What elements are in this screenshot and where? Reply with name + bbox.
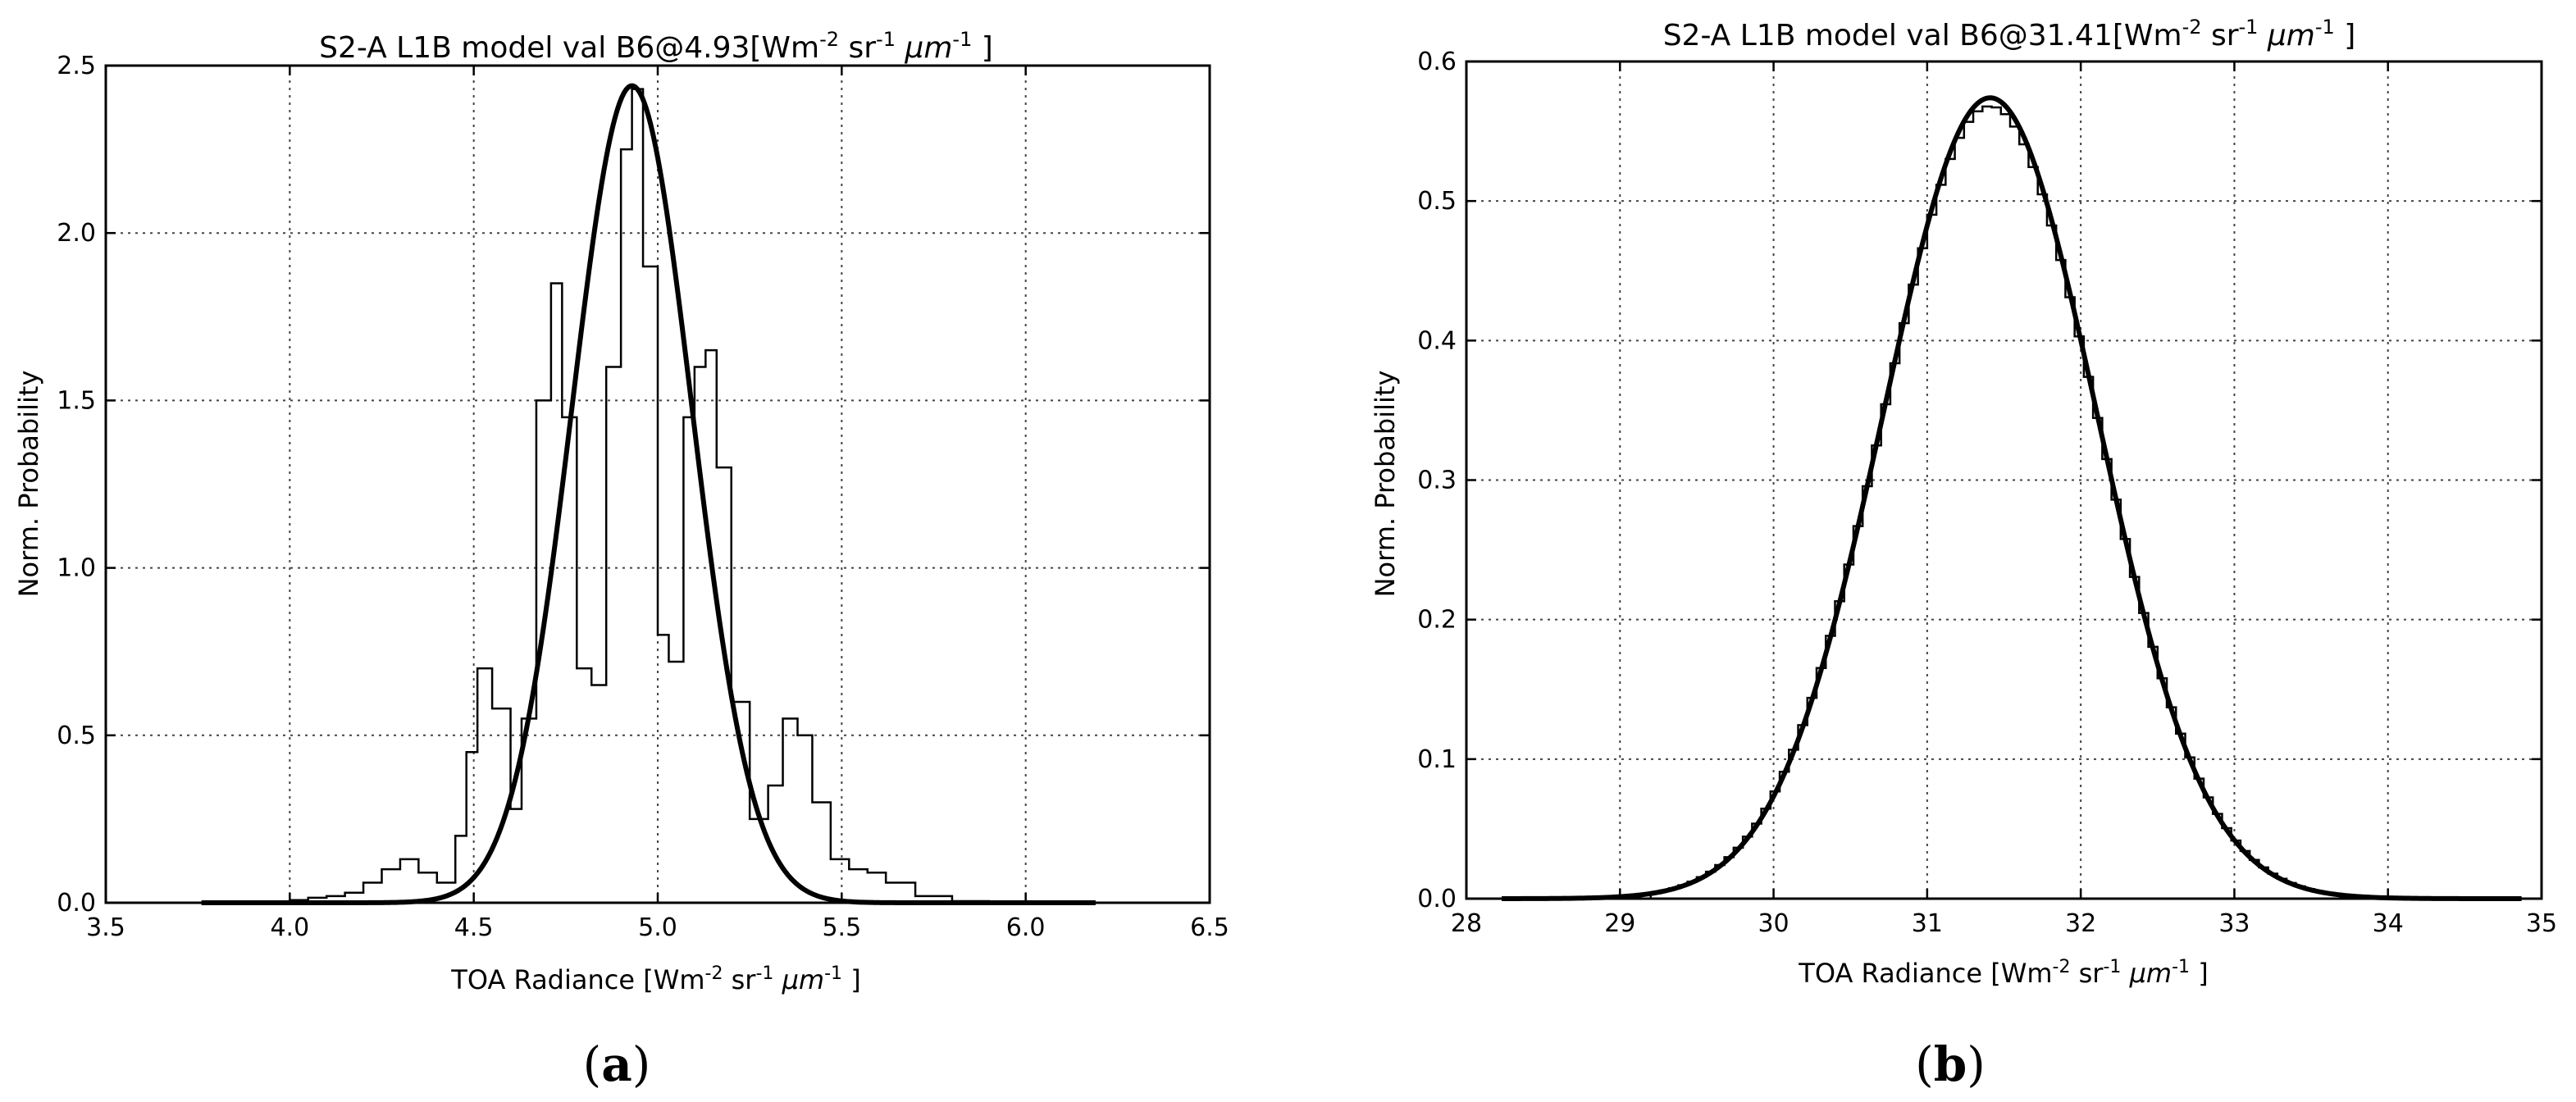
chart-a-model-curve bbox=[201, 83, 1096, 905]
chart-b-xtick-label: 30 bbox=[1758, 909, 1789, 938]
chart-a-ytick-label: 2.5 bbox=[57, 52, 96, 80]
chart-b-xtick-label: 34 bbox=[2373, 909, 2404, 938]
chart-b-frame bbox=[1465, 60, 2543, 900]
chart-b-ytick-label: 0.4 bbox=[1417, 326, 1457, 355]
chart-a-xtick-label: 6.5 bbox=[1190, 913, 1229, 942]
chart-a-ytick-label: 1.5 bbox=[57, 386, 96, 415]
chart-b-title: S2-A L1B model val B6@31.41[Wm-2 sr-1 μm… bbox=[1663, 16, 2356, 52]
chart-b-xtick-label: 32 bbox=[2065, 909, 2096, 938]
chart-b-xlabel: TOA Radiance [Wm-2 sr-1 μm-1 ] bbox=[1798, 957, 2208, 990]
chart-b-ytick-label: 0.3 bbox=[1417, 467, 1457, 495]
chart-a-ytick-label: 0.0 bbox=[57, 889, 96, 918]
chart-a: S2-A L1B model val B6@4.93[Wm-2 sr-1 μm-… bbox=[13, 28, 1229, 1092]
chart-a-xtick-label: 5.5 bbox=[822, 913, 861, 942]
chart-a-ticks: 3.5 4.0 4.5 5.0 5.5 6.0 6.5 0.0 0.5 1.0 1.5 2.0 2.5 bbox=[57, 52, 1229, 942]
chart-b-ytick-label: 0.0 bbox=[1417, 885, 1457, 913]
chart-b-ticks: 28 29 30 31 32 33 34 35 0.0 0.1 0.2 0.3 0.4 0.5 0.6 bbox=[1417, 48, 2557, 938]
chart-b-histogram bbox=[1649, 105, 2353, 899]
chart-a-title: S2-A L1B model val B6@4.93[Wm-2 sr-1 μm-… bbox=[319, 28, 993, 65]
chart-a-xtick-label: 4.5 bbox=[454, 913, 494, 942]
chart-b-ytick-label: 0.2 bbox=[1417, 606, 1457, 635]
chart-b-xtick-label: 28 bbox=[1451, 909, 1482, 938]
chart-a-series bbox=[201, 83, 1096, 905]
chart-b-xtick-label: 35 bbox=[2526, 909, 2557, 938]
chart-b-series bbox=[1502, 95, 2522, 901]
chart-b-model-curve bbox=[1502, 95, 2522, 901]
chart-b-xtick-label: 33 bbox=[2218, 909, 2250, 938]
chart-b-ytick-label: 0.1 bbox=[1417, 745, 1457, 774]
panel-label-a: (a) bbox=[583, 1036, 651, 1092]
chart-b-ytick-label: 0.6 bbox=[1417, 48, 1457, 76]
chart-a-ytick-label: 2.0 bbox=[57, 219, 96, 248]
chart-a-xtick-label: 6.0 bbox=[1006, 913, 1046, 942]
chart-b-ytick-label: 0.5 bbox=[1417, 187, 1457, 216]
chart-b-xtick-label: 31 bbox=[1912, 909, 1943, 938]
chart-a-frame bbox=[104, 64, 1211, 904]
chart-a-xtick-label: 4.0 bbox=[270, 913, 309, 942]
chart-b-ylabel: Norm. Probability bbox=[1370, 371, 1401, 598]
chart-a-xtick-label: 3.5 bbox=[86, 913, 125, 942]
chart-a-xtick-label: 5.0 bbox=[638, 913, 677, 942]
chart-b-grid bbox=[1466, 61, 2542, 899]
chart-b-xtick-label: 29 bbox=[1604, 909, 1635, 938]
chart-a-ytick-label: 1.0 bbox=[57, 554, 96, 583]
chart-a-xlabel: TOA Radiance [Wm-2 sr-1 μm-1 ] bbox=[450, 963, 860, 996]
chart-a-histogram bbox=[201, 88, 1096, 904]
chart-a-ylabel: Norm. Probability bbox=[13, 371, 44, 598]
chart-a-ytick-label: 0.5 bbox=[57, 722, 96, 750]
panel-label-b: (b) bbox=[1915, 1036, 1986, 1092]
chart-b: S2-A L1B model val B6@31.41[Wm-2 sr-1 μm… bbox=[1370, 16, 2557, 1092]
